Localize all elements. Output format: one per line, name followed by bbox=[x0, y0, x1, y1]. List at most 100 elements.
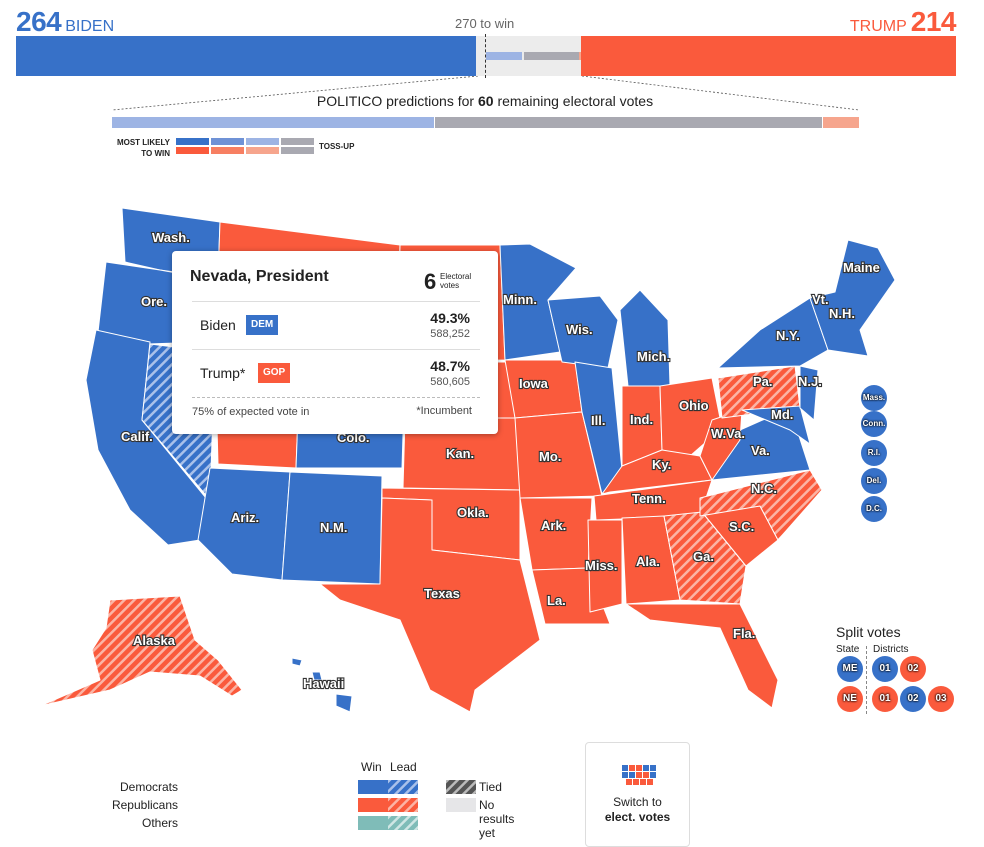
key-swatch bbox=[176, 147, 209, 154]
label-ind: Ind. bbox=[630, 412, 653, 427]
label-maine: Maine bbox=[843, 260, 880, 275]
state-michigan bbox=[619, 289, 671, 387]
small-state-circle[interactable]: Del. bbox=[861, 468, 887, 494]
key-swatch bbox=[246, 138, 279, 145]
prediction-tossup-segment bbox=[435, 117, 822, 128]
prediction-key-label: MOST LIKELY TO WIN bbox=[100, 137, 170, 159]
party-badge-dem: DEM bbox=[246, 315, 279, 335]
state-maryland bbox=[741, 405, 811, 445]
biden-name: BIDEN bbox=[65, 18, 115, 35]
predictions-title: POLITICO predictions for 60 remaining el… bbox=[0, 93, 970, 109]
split-vote-circle[interactable]: 01 bbox=[872, 656, 898, 682]
win-threshold-line bbox=[485, 34, 486, 78]
legend-rep-win-swatch bbox=[358, 798, 388, 812]
trump-score: TRUMP 214 bbox=[846, 6, 957, 38]
state-hawaii bbox=[291, 657, 353, 713]
label-sc: S.C. bbox=[729, 519, 754, 534]
biden-ev-total: 264 bbox=[16, 6, 62, 37]
label-mo: Mo. bbox=[539, 449, 561, 464]
split-vote-circle[interactable]: 02 bbox=[900, 686, 926, 712]
candidate-votes: 580,605 bbox=[430, 376, 470, 388]
ev-label-line1: Electoral bbox=[440, 272, 472, 281]
candidate-votes: 588,252 bbox=[430, 328, 470, 340]
state-arkansas bbox=[519, 497, 593, 571]
legend-tied-swatch bbox=[446, 780, 476, 794]
label-vt: Vt. bbox=[812, 292, 829, 307]
legend-win-header: Win bbox=[361, 760, 382, 774]
label-pa: Pa. bbox=[753, 374, 773, 389]
key-swatch bbox=[211, 138, 244, 145]
bar-lean-democrat-segment bbox=[486, 52, 522, 60]
prediction-republican-segment bbox=[823, 117, 859, 128]
predictions-prefix: POLITICO predictions for bbox=[316, 93, 475, 109]
tooltip-ev-label: Electoral votes bbox=[440, 272, 471, 290]
to-win-label: 270 to win bbox=[455, 16, 515, 31]
small-state-circle[interactable]: Conn. bbox=[861, 411, 887, 437]
state-georgia bbox=[663, 511, 747, 605]
small-state-circle[interactable]: R.I. bbox=[861, 440, 887, 466]
split-vote-circle[interactable]: 03 bbox=[928, 686, 954, 712]
mini-map-icon bbox=[622, 765, 656, 785]
label-alaska: Alaska bbox=[133, 633, 176, 648]
legend-dem-win-swatch bbox=[358, 780, 388, 794]
label-nh: N.H. bbox=[829, 306, 855, 321]
candidate-name: Trump* bbox=[200, 365, 246, 381]
predictions-count: 60 bbox=[477, 93, 494, 109]
candidate-pct: 48.7% bbox=[430, 358, 470, 374]
switch-to-electoral-votes-button[interactable]: Switch to elect. votes bbox=[585, 742, 690, 847]
split-votes-divider bbox=[866, 646, 867, 714]
ev-label-line2: votes bbox=[440, 281, 460, 290]
legend-rep-lead-swatch bbox=[388, 798, 418, 812]
legend-republicans-label: Republicans bbox=[111, 798, 178, 812]
small-state-circle[interactable]: Mass. bbox=[861, 385, 887, 411]
state-texas bbox=[319, 497, 541, 713]
label-wva: W.Va. bbox=[711, 426, 745, 441]
key-swatch bbox=[281, 147, 314, 154]
small-state-circle[interactable]: D.C. bbox=[861, 496, 887, 522]
label-md: Md. bbox=[771, 407, 793, 422]
legend-other-win-swatch bbox=[358, 816, 388, 830]
most-likely-label: MOST LIKELY bbox=[116, 138, 170, 147]
state-wisconsin bbox=[547, 295, 619, 369]
tossup-key-label: TOSS-UP bbox=[319, 142, 355, 151]
split-vote-circle[interactable]: 01 bbox=[872, 686, 898, 712]
legend-no-results-swatch bbox=[446, 798, 476, 812]
state-mississippi bbox=[587, 519, 623, 613]
state-west-virginia bbox=[699, 409, 743, 481]
key-swatch bbox=[211, 147, 244, 154]
key-swatch bbox=[246, 147, 279, 154]
split-vote-circle[interactable]: ME bbox=[837, 656, 863, 682]
tooltip-candidate-row: Biden DEM 49.3% 588,252 bbox=[192, 301, 480, 349]
trump-name: TRUMP bbox=[849, 18, 907, 35]
label-fla: Fla. bbox=[733, 626, 755, 641]
label-wis: Wis. bbox=[566, 322, 593, 337]
label-minn: Minn. bbox=[503, 292, 537, 307]
label-ore: Ore. bbox=[141, 294, 167, 309]
state-labels: Wash. Ore. Calif. Colo. Ariz. N.M. Texas… bbox=[120, 229, 881, 692]
key-swatch bbox=[176, 138, 209, 145]
predictions-suffix: remaining electoral votes bbox=[497, 93, 654, 109]
tooltip-ev-count: 6 bbox=[424, 269, 437, 294]
state-florida bbox=[625, 603, 779, 709]
party-badge-gop: GOP bbox=[258, 363, 291, 383]
state-alaska bbox=[39, 595, 243, 707]
split-vote-circle[interactable]: 02 bbox=[900, 656, 926, 682]
split-vote-circle[interactable]: NE bbox=[837, 686, 863, 712]
label-la: La. bbox=[547, 593, 566, 608]
legend-dem-lead-swatch bbox=[388, 780, 418, 794]
label-nm: N.M. bbox=[320, 520, 347, 535]
label-ala: Ala. bbox=[636, 554, 660, 569]
label-ny: N.Y. bbox=[776, 328, 800, 343]
label-nc: N.C. bbox=[751, 481, 777, 496]
label-hawaii: Hawaii bbox=[303, 676, 344, 691]
label-ga: Ga. bbox=[693, 549, 714, 564]
tooltip-candidate-row: Trump* GOP 48.7% 580,605 bbox=[192, 349, 480, 397]
label-ark: Ark. bbox=[541, 518, 566, 533]
label-miss: Miss. bbox=[585, 558, 618, 573]
label-tenn: Tenn. bbox=[632, 491, 666, 506]
label-ariz: Ariz. bbox=[231, 510, 259, 525]
candidate-name: Biden bbox=[200, 317, 236, 333]
tooltip-incumbent-note: *Incumbent bbox=[416, 405, 472, 417]
trump-ev-total: 214 bbox=[910, 6, 957, 37]
legend-lead-header: Lead bbox=[390, 760, 417, 774]
